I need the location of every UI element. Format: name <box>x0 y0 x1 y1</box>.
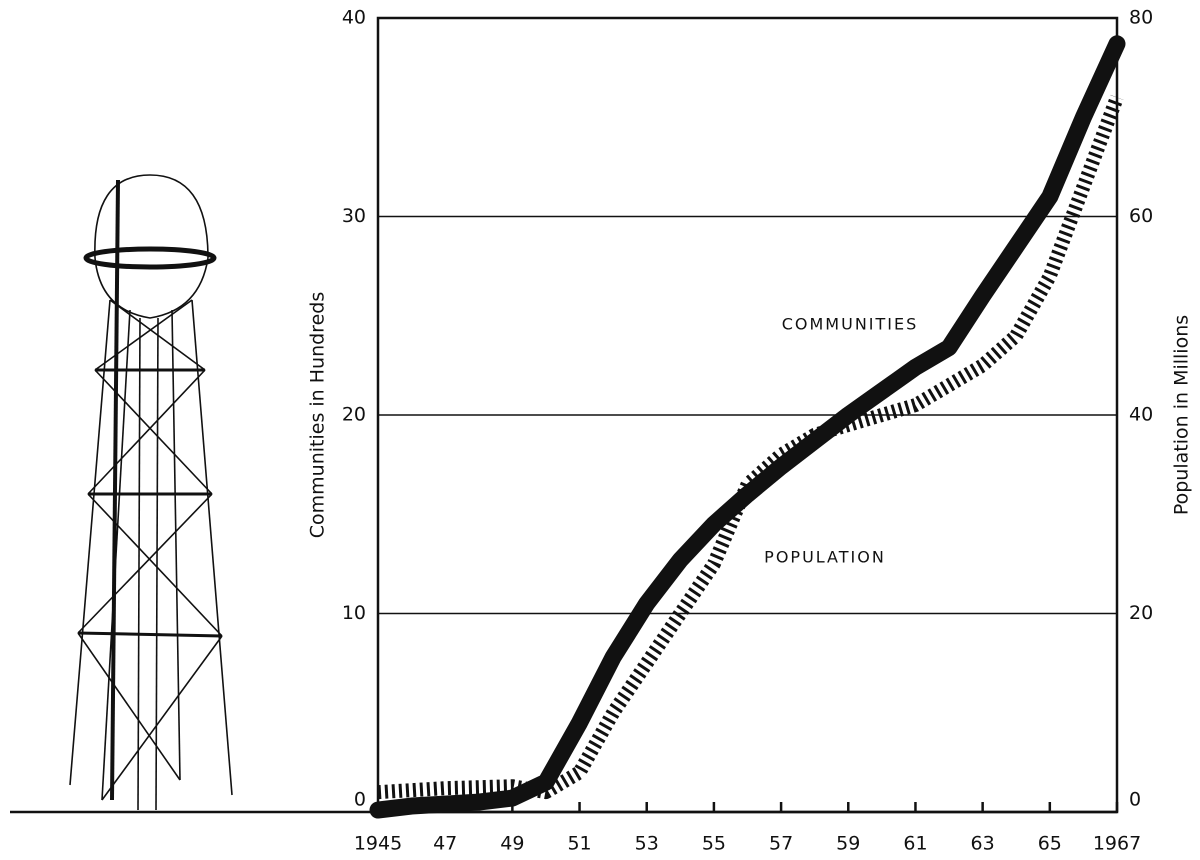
y-tick-label: 0 <box>354 789 366 811</box>
y-tick-label: 30 <box>342 205 366 227</box>
communities-line <box>369 35 1126 819</box>
y2-tick-label: 0 <box>1129 789 1141 811</box>
water-tower-illustration <box>69 174 233 811</box>
x-tick-label: 1967 <box>1093 833 1141 855</box>
y2-tick-label: 40 <box>1129 404 1153 426</box>
series-label: POPULATION <box>764 548 886 567</box>
y-axis-label: Communities in Hundreds <box>307 292 329 538</box>
y2-tick-label: 60 <box>1129 205 1153 227</box>
series-label: COMMUNITIES <box>782 315 919 334</box>
x-tick-label: 65 <box>1038 833 1062 855</box>
y-tick-label: 10 <box>342 602 366 624</box>
x-tick-label: 61 <box>903 833 927 855</box>
x-tick-label: 47 <box>433 833 457 855</box>
y-tick-label: 40 <box>342 7 366 29</box>
population-line <box>377 94 1124 800</box>
x-tick-label: 63 <box>971 833 995 855</box>
x-tick-label: 51 <box>567 833 591 855</box>
x-tick-label: 55 <box>702 833 726 855</box>
x-tick-label: 49 <box>500 833 524 855</box>
y2-axis-label: Population in Millions <box>1171 315 1193 515</box>
x-tick-label: 1945 <box>354 833 402 855</box>
x-tick-label: 59 <box>836 833 860 855</box>
x-tick-label: 53 <box>635 833 659 855</box>
x-tick-label: 57 <box>769 833 793 855</box>
y-tick-label: 20 <box>342 404 366 426</box>
y2-tick-label: 20 <box>1129 602 1153 624</box>
y2-tick-label: 80 <box>1129 7 1153 29</box>
